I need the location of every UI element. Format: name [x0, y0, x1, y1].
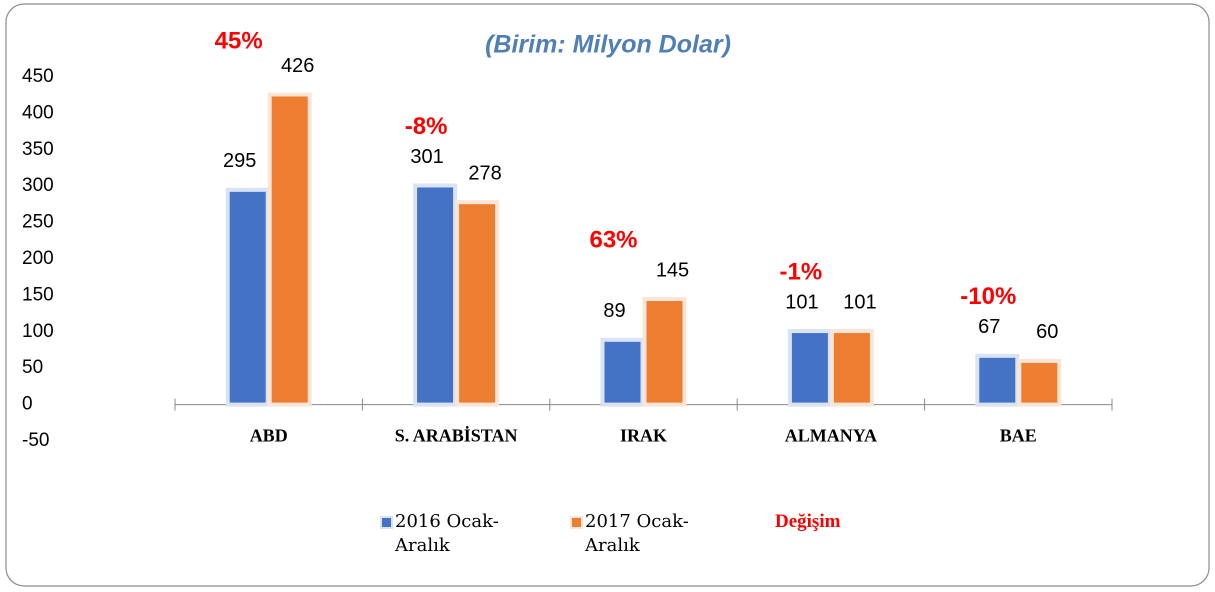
bar [829, 329, 874, 407]
change-label: 45% [215, 27, 263, 54]
legend-label: 2017 Ocak-Aralık [585, 511, 689, 556]
bar [225, 187, 270, 407]
y-tick-label: 200 [22, 248, 54, 269]
bar [642, 297, 687, 407]
legend-item: 2016 Ocak-Aralık [382, 510, 572, 558]
legend-swatch [572, 518, 581, 527]
bar [413, 183, 458, 407]
value-label: 278 [468, 162, 501, 184]
chart-title: (Birim: Milyon Dolar) [485, 31, 731, 59]
change-label: -8% [405, 113, 448, 140]
y-tick-label: 0 [22, 394, 33, 415]
value-label: 89 [603, 300, 625, 322]
x-tick-label: ABD [250, 426, 288, 446]
x-tick-label: S. ARABİSTAN [395, 426, 518, 446]
change-label: -1% [780, 258, 823, 285]
legend-item: Değişim [762, 510, 952, 558]
y-tick-label: 450 [22, 66, 54, 87]
y-tick-label: 150 [22, 284, 54, 305]
value-label: 145 [656, 259, 689, 281]
value-label: 67 [978, 316, 1000, 338]
y-tick-label: -50 [22, 430, 49, 451]
value-label: 301 [410, 146, 443, 168]
x-tick-label: BAE [1000, 426, 1037, 446]
value-label: 101 [785, 291, 818, 313]
y-tick-label: 50 [22, 357, 43, 378]
legend-label: Değişim [775, 511, 841, 532]
legend-swatch [382, 518, 391, 527]
chart-frame [5, 3, 1210, 587]
value-label: 101 [843, 291, 876, 313]
x-tick-label: IRAK [620, 426, 667, 446]
legend-item: 2017 Ocak-Aralık [572, 510, 762, 558]
y-tick-label: 100 [22, 321, 54, 342]
y-tick-label: 250 [22, 212, 54, 233]
y-tick-label: 400 [22, 102, 54, 123]
value-label: 60 [1036, 321, 1058, 343]
legend-label: 2016 Ocak-Aralık [395, 511, 499, 556]
bar [455, 200, 500, 407]
change-label: 63% [589, 226, 637, 253]
bar [267, 92, 312, 407]
value-label: 295 [223, 150, 256, 172]
bar [975, 353, 1020, 407]
y-tick-label: 300 [22, 175, 54, 196]
change-label: -10% [960, 283, 1016, 310]
bar [1017, 358, 1062, 407]
value-label: 426 [281, 55, 314, 77]
legend-swatch [762, 518, 771, 527]
y-tick-label: 350 [22, 139, 54, 160]
legend: 2016 Ocak-Aralık 2017 Ocak-Aralık Değişim [382, 510, 952, 558]
bar [600, 337, 645, 407]
bar [787, 329, 832, 407]
x-tick-label: ALMANYA [785, 426, 877, 446]
